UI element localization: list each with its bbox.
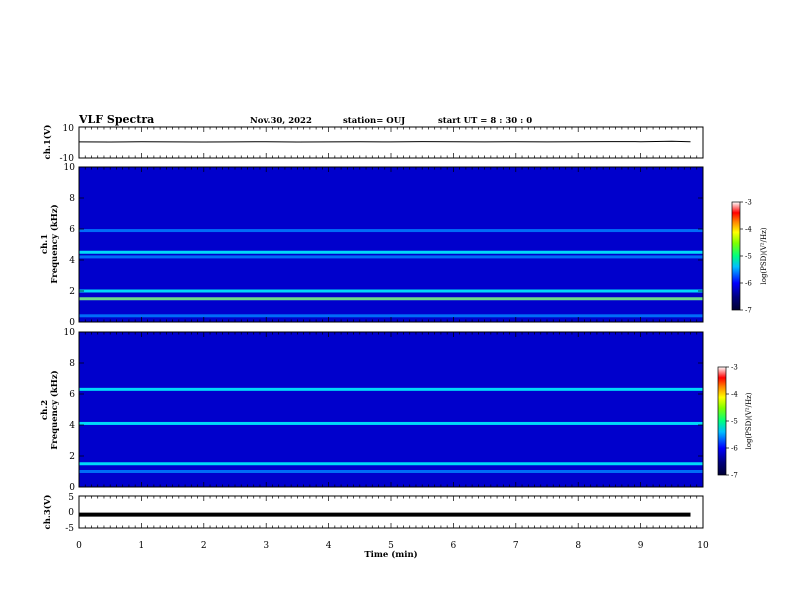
ch1-colorbar-ticks: -3 -4 -5 -6 -7: [740, 199, 752, 315]
freq-tick-label: 10: [64, 328, 76, 338]
freq-tick-label: 0: [69, 318, 75, 328]
time-tick-label: 0: [76, 541, 82, 551]
colorbar-tick-label: -7: [731, 472, 738, 480]
spectrogram-band: [79, 462, 703, 466]
ch1-colorbar-gradient: [731, 201, 741, 311]
time-tick-label: 5: [388, 541, 394, 551]
ch2-colorbar: -3 -4 -5 -6 -7 log(PSD)(V²/Hz): [717, 364, 753, 480]
time-tick-label: 1: [139, 541, 145, 551]
ch1-spectrogram-image: [79, 167, 703, 322]
time-axis-title: Time (min): [364, 549, 417, 560]
colorbar-tick-label: -4: [745, 226, 752, 234]
ch2-colorbar-label: log(PSD)(V²/Hz): [745, 392, 753, 449]
spectrogram-band: [79, 255, 703, 259]
ch1-waveform-xticks: [78, 127, 704, 158]
ch1-spectrogram-xticks: [78, 167, 704, 322]
spectrogram-band: [79, 470, 703, 473]
ch2-spectrogram-image: [79, 332, 703, 487]
spectrogram-band: [79, 297, 703, 301]
freq-tick-label: 4: [69, 256, 75, 266]
spectrogram-band: [79, 314, 703, 318]
station-label: station= OUJ: [343, 116, 405, 126]
ch2-spectrogram-ylabel-frequency: Frequency (kHz): [49, 370, 60, 449]
ch3-ytick-middle: 0: [68, 508, 74, 518]
ch1-colorbar: -3 -4 -5 -6 -7 log(PSD)(V²/Hz): [731, 199, 768, 315]
time-tick-label: 9: [638, 541, 644, 551]
ch3-ytick-top: 5: [68, 493, 74, 503]
colorbar-tick-label: -7: [745, 307, 752, 315]
colorbar-tick-label: -3: [745, 199, 752, 207]
ch1-waveform-panel: 10 -10 ch.1(V): [42, 124, 704, 164]
ch3-ytick-bottom: -5: [65, 524, 74, 534]
ch2-spectrogram-panel: 0 2 4 6 8 10 ch.2 Frequency (kHz): [40, 328, 704, 493]
ch2-spectrogram-xticks: [78, 332, 704, 487]
ch2-spectrogram-ylabel-channel: ch.2: [40, 400, 50, 420]
ch2-spectrogram-yticks: 0 2 4 6 8 10: [64, 328, 703, 493]
freq-tick-label: 6: [69, 225, 75, 235]
spectrogram-band: [79, 229, 703, 233]
time-tick-label: 2: [201, 541, 207, 551]
freq-tick-label: 6: [69, 390, 75, 400]
time-axis-tick-labels: 0 1 2 3 4 5 6 7 8 9 10: [76, 541, 709, 551]
time-tick-label: 3: [263, 541, 269, 551]
ch2-colorbar-gradient: [717, 366, 727, 476]
ch1-colorbar-label: log(PSD)(V²/Hz): [760, 227, 768, 284]
colorbar-tick-label: -3: [731, 364, 738, 372]
ch1-spectrogram-panel: 0 2 4 6 8 10 ch.1 Frequency (kHz): [40, 163, 704, 328]
ch3-waveform-xticks: [78, 496, 704, 528]
freq-tick-label: 2: [69, 287, 75, 297]
ch1-waveform-ylabel: ch.1(V): [42, 125, 53, 160]
ch1-ytick-top: 10: [63, 124, 75, 134]
freq-tick-label: 10: [64, 163, 76, 173]
time-tick-label: 4: [326, 541, 332, 551]
freq-tick-label: 2: [69, 452, 75, 462]
freq-tick-label: 8: [69, 359, 75, 369]
spectrogram-background: [79, 332, 703, 487]
ch1-spectrogram-ylabel-channel: ch.1: [40, 234, 50, 254]
time-tick-label: 7: [513, 541, 519, 551]
ch1-spectrogram-ylabel-frequency: Frequency (kHz): [49, 204, 60, 283]
colorbar-tick-label: -6: [745, 280, 752, 288]
spectrogram-band: [79, 387, 703, 391]
figure-title: VLF Spectra: [78, 113, 154, 126]
start-time-label: start UT = 8 : 30 : 0: [438, 116, 532, 126]
ch3-waveform-ylabel: ch.3(V): [42, 495, 53, 530]
date-label: Nov.30, 2022: [250, 116, 312, 126]
freq-tick-label: 4: [69, 421, 75, 431]
spectrogram-band: [79, 421, 703, 425]
time-tick-label: 6: [451, 541, 457, 551]
colorbar-tick-label: -6: [731, 445, 738, 453]
spectrogram-band: [79, 289, 703, 293]
ch3-waveform-panel: 5 0 -5 ch.3(V) 0 1 2 3 4 5 6 7 8 9 10 Time (min): [42, 493, 709, 560]
spectrogram-band: [79, 250, 703, 254]
freq-tick-label: 8: [69, 194, 75, 204]
ch1-waveform-series: [78, 140, 691, 143]
ch2-colorbar-ticks: -3 -4 -5 -6 -7: [726, 364, 738, 480]
time-tick-label: 8: [575, 541, 581, 551]
time-tick-label: 10: [697, 541, 709, 551]
freq-tick-label: 0: [69, 483, 75, 493]
colorbar-tick-label: -5: [731, 418, 738, 426]
colorbar-tick-label: -4: [731, 391, 738, 399]
colorbar-tick-label: -5: [745, 253, 752, 261]
ch1-spectrogram-yticks: 0 2 4 6 8 10: [64, 163, 703, 328]
spectrogram-background: [79, 167, 703, 322]
ch1-ytick-bottom: -10: [60, 154, 75, 164]
